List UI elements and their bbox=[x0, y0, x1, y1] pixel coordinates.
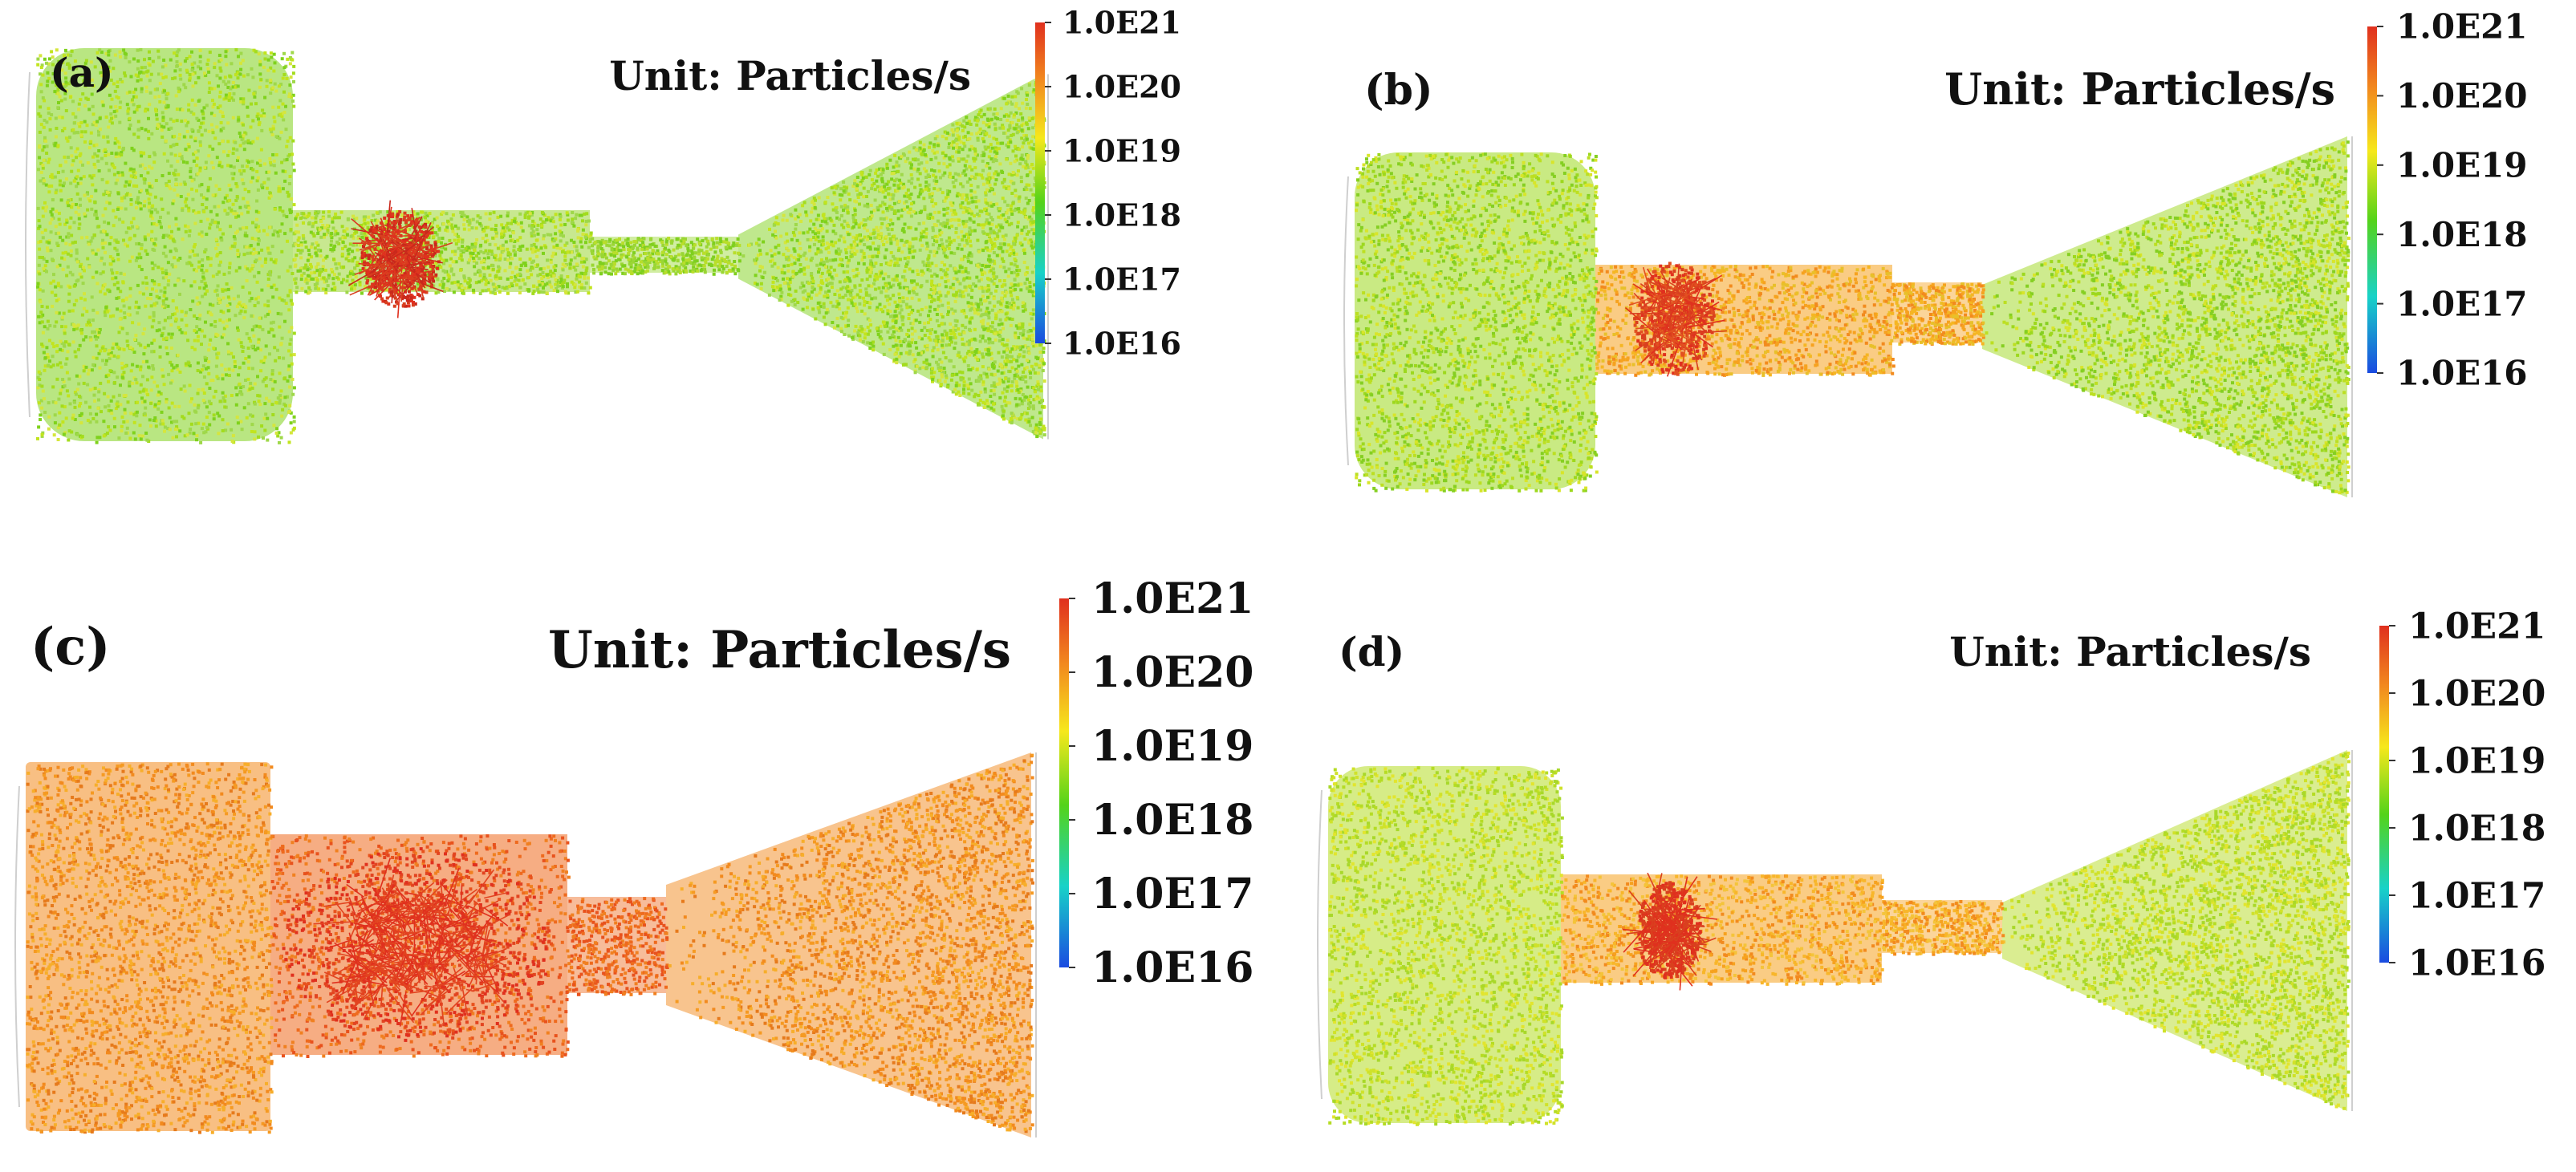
particle-plot-d bbox=[1318, 750, 2352, 1126]
colorbar-a: 1.0E21 1.0E20 1.0E19 1.0E18 1.0E17 1.0E16 bbox=[1035, 4, 1181, 361]
colorbar-tick-label: 1.0E18 bbox=[1091, 796, 1253, 845]
colorbar-tick-label: 1.0E20 bbox=[2396, 76, 2528, 116]
colorbar-tick-label: 1.0E19 bbox=[1062, 132, 1181, 168]
colorbar-gradient bbox=[2367, 26, 2377, 373]
colorbar-tick-label: 1.0E16 bbox=[1062, 325, 1181, 361]
colorbar-tick-label: 1.0E21 bbox=[1091, 574, 1253, 623]
particle-plot-b bbox=[1344, 136, 2352, 497]
unit-label-c: Unit: Particles/s bbox=[548, 620, 1011, 680]
panel-label-a: (a) bbox=[50, 49, 114, 96]
colorbar-tick-label: 1.0E18 bbox=[1062, 197, 1181, 233]
colorbar-tick-label: 1.0E17 bbox=[2408, 875, 2546, 916]
colorbar-tick-label: 1.0E21 bbox=[1062, 4, 1181, 40]
colorbar-tick-label: 1.0E17 bbox=[1091, 870, 1253, 919]
colorbar-tick-label: 1.0E21 bbox=[2396, 7, 2528, 47]
colorbar-tick-label: 1.0E16 bbox=[2408, 943, 2546, 983]
colorbar-tick-label: 1.0E19 bbox=[2408, 740, 2546, 781]
colorbar-tick-label: 1.0E21 bbox=[2408, 606, 2546, 647]
colorbar-tick-label: 1.0E18 bbox=[2408, 808, 2546, 849]
panel-label-b: (b) bbox=[1364, 66, 1433, 115]
colorbar-tick-label: 1.0E16 bbox=[2396, 354, 2528, 393]
colorbar-tick-label: 1.0E19 bbox=[2396, 146, 2528, 185]
colorbar-tick-label: 1.0E17 bbox=[2396, 284, 2528, 323]
colorbar-tick-label: 1.0E17 bbox=[1062, 261, 1181, 297]
colorbar-tick-label: 1.0E20 bbox=[1062, 68, 1181, 104]
colorbar-c: 1.0E21 1.0E20 1.0E19 1.0E18 1.0E17 1.0E16 bbox=[1059, 574, 1253, 992]
unit-label-d: Unit: Particles/s bbox=[1949, 628, 2311, 675]
colorbar-gradient bbox=[1035, 22, 1045, 343]
colorbar-gradient bbox=[2379, 626, 2389, 963]
colorbar-gradient bbox=[1059, 598, 1069, 967]
colorbar-b: 1.0E21 1.0E20 1.0E19 1.0E18 1.0E17 1.0E16 bbox=[2367, 7, 2528, 393]
panel-label-c: (c) bbox=[30, 617, 111, 677]
particle-plot-c bbox=[15, 752, 1036, 1138]
panel-label-d: (d) bbox=[1339, 628, 1404, 675]
colorbar-tick-label: 1.0E18 bbox=[2396, 215, 2528, 254]
particle-plot-a bbox=[26, 48, 1048, 444]
colorbar-tick-label: 1.0E20 bbox=[1091, 648, 1253, 697]
colorbar-tick-label: 1.0E20 bbox=[2408, 673, 2546, 714]
colorbar-d: 1.0E21 1.0E20 1.0E19 1.0E18 1.0E17 1.0E16 bbox=[2379, 606, 2546, 983]
colorbar-tick-label: 1.0E19 bbox=[1091, 722, 1253, 771]
panel-b: (b) Unit: Particles/s 1.0E21 1.0E20 1.0E19… bbox=[1344, 7, 2528, 497]
panel-c: (c) Unit: Particles/s 1.0E21 1.0E20 1.0E19… bbox=[15, 574, 1253, 1138]
panel-d: (d) Unit: Particles/s 1.0E21 1.0E20 1.0E19… bbox=[1318, 606, 2546, 1125]
panel-a: (a) Unit: Particles/s 1.0E21 1.0E20 1.0E19… bbox=[26, 4, 1181, 444]
colorbar-tick-label: 1.0E16 bbox=[1091, 943, 1253, 992]
unit-label-a: Unit: Particles/s bbox=[609, 52, 971, 99]
unit-label-b: Unit: Particles/s bbox=[1944, 63, 2335, 115]
